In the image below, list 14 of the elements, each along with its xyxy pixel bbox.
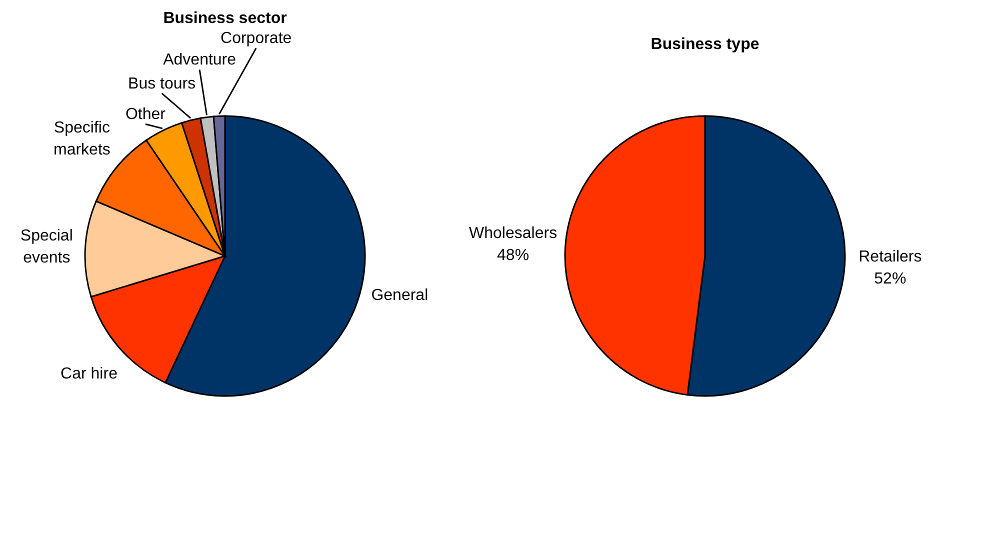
- data-label: 48%: [497, 246, 530, 264]
- slice-label: Special events: [20, 227, 73, 266]
- chart-title: Business sector: [163, 10, 287, 28]
- slice-label: General: [371, 287, 428, 304]
- slice-label: Specific markets: [54, 119, 110, 158]
- chart-title: Business type: [650, 36, 760, 53]
- slice-label: Wholesalers: [469, 224, 558, 242]
- data-label: 52%: [874, 270, 906, 288]
- slice-label: Car hire: [60, 366, 118, 383]
- slice-label: Bus tours: [128, 75, 196, 92]
- slice-label: Retailers: [858, 248, 922, 266]
- slice-label: Corporate: [220, 30, 292, 48]
- slice-label: Other: [125, 106, 166, 124]
- slice-label: Adventure: [163, 52, 236, 69]
